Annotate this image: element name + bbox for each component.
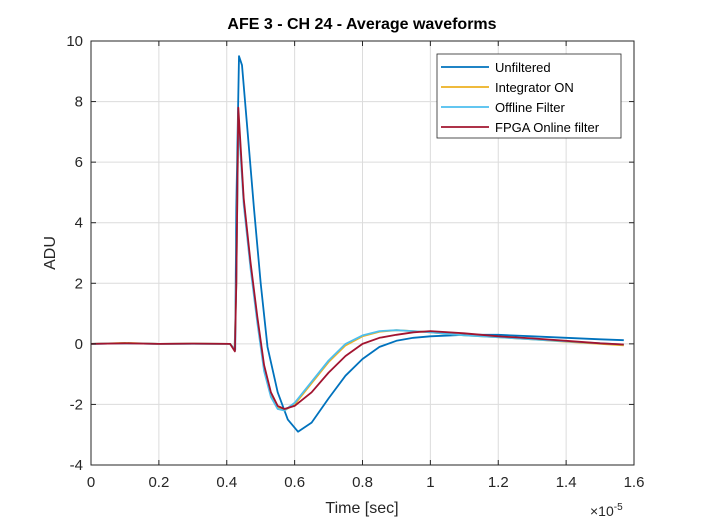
legend-label-2: Integrator ON: [495, 80, 574, 95]
y-tick-label: 6: [75, 154, 83, 171]
y-tick-label: 4: [75, 215, 83, 232]
x-tick-label: 1: [426, 474, 434, 491]
x-tick-label: 0: [87, 474, 95, 491]
y-tick-label: 10: [66, 33, 83, 50]
legend-label-4: FPGA Online filter: [495, 120, 600, 135]
legend-label-3: Offline Filter: [495, 100, 566, 115]
series-line-4: [90, 106, 624, 410]
x-axis-exponent-base: ×10: [590, 503, 614, 519]
x-tick-label: 1.4: [556, 474, 577, 491]
y-tick-label: 0: [75, 336, 83, 353]
x-tick-label: 0.2: [148, 474, 169, 491]
legend: Unfiltered Integrator ON Offline Filter FPG…: [436, 53, 622, 139]
x-axis-exponent-power: -5: [614, 502, 623, 513]
series-layer: [90, 55, 624, 433]
y-tick-label: 2: [75, 275, 83, 292]
y-axis-label: ADU: [42, 236, 59, 270]
x-tick-label: 0.8: [352, 474, 373, 491]
x-axis-exponent: ×10-5: [590, 502, 623, 519]
legend-label-1: Unfiltered: [495, 60, 551, 75]
y-tick-label: -2: [70, 396, 83, 413]
x-tick-label: 1.6: [624, 474, 645, 491]
chart-title: AFE 3 - CH 24 - Average waveforms: [227, 16, 496, 33]
legend-box: [436, 53, 622, 139]
y-tick-label: 8: [75, 94, 83, 111]
x-axis-label: Time [sec]: [325, 500, 398, 517]
x-tick-label: 0.6: [284, 474, 305, 491]
y-tick-label: -4: [70, 457, 83, 474]
tick-labels: 0 0.2 0.4 0.6 0.8 1 1.2 1.4 1.6 -4 -2 0 2 4 6 8 10: [66, 33, 644, 491]
x-tick-label: 0.4: [216, 474, 237, 491]
ticks: [90, 40, 635, 466]
x-tick-label: 1.2: [488, 474, 509, 491]
